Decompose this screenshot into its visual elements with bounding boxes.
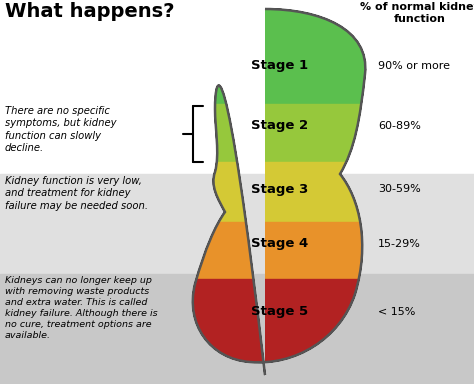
Text: % of normal kidney
function: % of normal kidney function [360,2,474,23]
Text: Stage 1: Stage 1 [251,60,309,73]
Text: 90% or more: 90% or more [378,61,450,71]
Text: There are no specific
symptoms, but kidney
function can slowly
decline.: There are no specific symptoms, but kidn… [5,106,117,153]
Bar [150,162,410,222]
PathPatch shape [193,9,365,362]
Text: 15-29%: 15-29% [378,239,421,249]
Text: Stage 2: Stage 2 [251,119,309,132]
Bar [150,104,410,162]
PathPatch shape [193,9,365,362]
Text: Stage 5: Stage 5 [251,306,309,318]
Text: < 15%: < 15% [378,307,415,317]
Bar [150,9,410,104]
Text: 30-59%: 30-59% [378,184,421,194]
Bar [150,279,410,364]
Text: Stage 3: Stage 3 [251,182,309,195]
Text: Kidney function is very low,
and treatment for kidney
failure may be needed soon: Kidney function is very low, and treatme… [5,176,148,211]
Text: What happens?: What happens? [5,2,174,21]
Bar [150,222,410,279]
Text: 60-89%: 60-89% [378,121,421,131]
PathPatch shape [193,9,365,362]
PathPatch shape [193,9,365,362]
Text: Stage 4: Stage 4 [251,237,309,250]
Bar [0,274,474,384]
Bar [0,174,474,274]
Bar [0,0,474,174]
PathPatch shape [193,9,365,362]
Text: Kidneys can no longer keep up
with removing waste products
and extra water. This: Kidneys can no longer keep up with remov… [5,276,158,341]
